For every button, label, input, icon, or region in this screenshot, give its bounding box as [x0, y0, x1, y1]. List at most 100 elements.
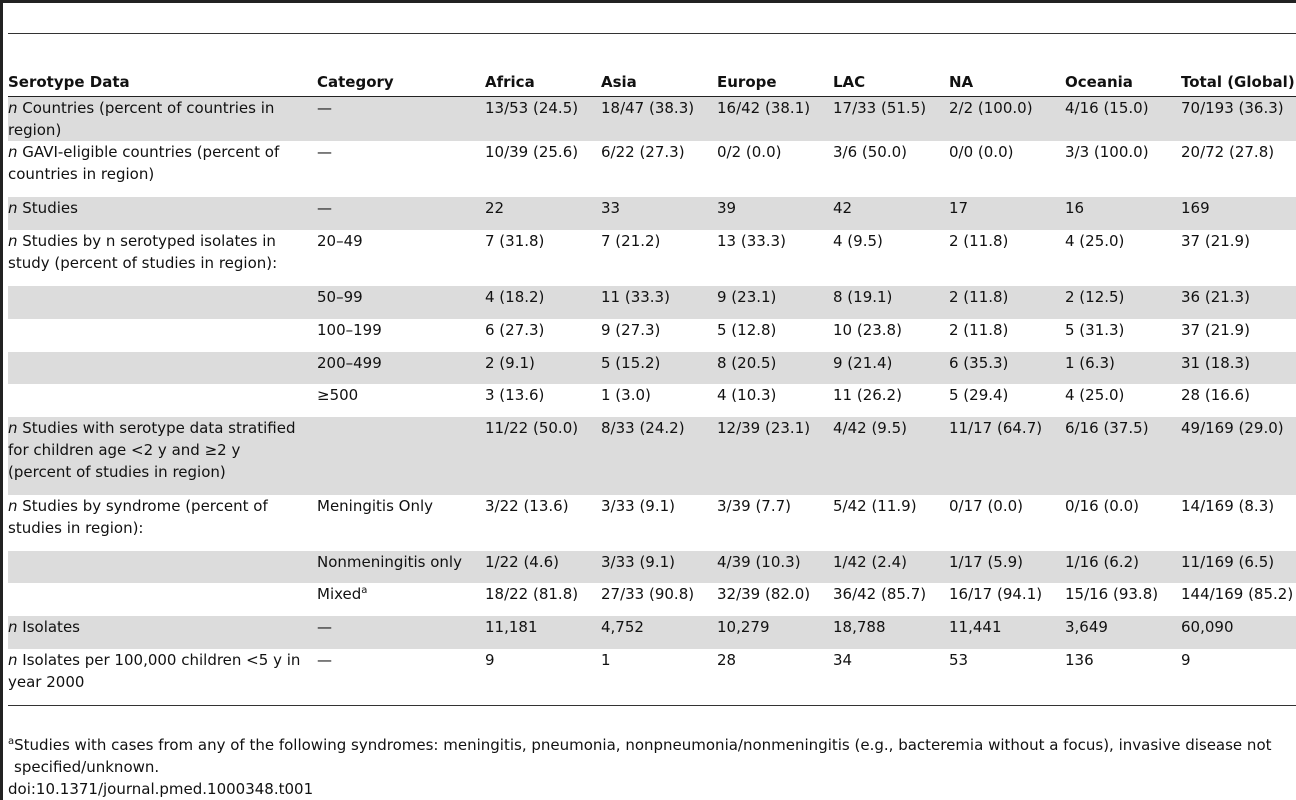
row-label-italic: n: [8, 651, 18, 669]
table-cell: 169: [1181, 197, 1296, 230]
table-row: ≥500 3 (13.6) 1 (3.0) 4 (10.3) 11 (26.2) 5 (2…: [8, 384, 1296, 417]
row-label-text: Studies: [17, 199, 78, 217]
row-label-text: Isolates per 100,000 children <5 y in ye…: [8, 651, 301, 691]
table-cell: 3/33 (9.1): [601, 551, 717, 583]
table-cell: 28 (16.6): [1181, 386, 1250, 404]
table-cell: 5 (31.3): [1065, 321, 1125, 339]
table-cell: 12/39 (23.1): [717, 417, 833, 495]
table-bottom-rule: [8, 705, 1296, 706]
table-cell: 18/22 (81.8): [485, 585, 579, 603]
table-cell: 0/0 (0.0): [949, 143, 1014, 161]
table-cell: 1 (6.3): [1065, 352, 1181, 384]
table-cell: 11 (26.2): [833, 386, 902, 404]
table-top-rule: [8, 33, 1296, 34]
table-cell: 18,788: [833, 616, 949, 649]
table-cell: 4 (10.3): [717, 386, 777, 404]
table-cell: 2 (12.5): [1065, 286, 1181, 319]
table-cell: 6/16 (37.5): [1065, 417, 1181, 495]
row-label: [8, 352, 317, 384]
top-border-rule: [0, 0, 1296, 3]
table-cell: 11,441: [949, 616, 1065, 649]
row-category-text: —: [317, 199, 332, 217]
table-cell: 11,181: [485, 616, 601, 649]
column-header: Serotype Data: [8, 72, 130, 91]
row-label: [8, 286, 317, 319]
table-cell: 2 (9.1): [485, 352, 601, 384]
table-cell: 49/169 (29.0): [1181, 417, 1296, 495]
table-cell: 14/169 (8.3): [1181, 497, 1275, 515]
column-header: LAC: [833, 72, 866, 91]
category-footnote-marker: a: [361, 585, 368, 596]
column-header: Asia: [601, 72, 637, 91]
table-row: n Studies by n serotyped isolates in stu…: [8, 230, 1296, 286]
row-label-italic: n: [8, 199, 18, 217]
table-row: Nonmeningitis only 1/22 (4.6) 3/33 (9.1) 4/…: [8, 551, 1296, 583]
table-cell: 136: [1065, 651, 1094, 669]
column-header: Europe: [717, 72, 777, 91]
table-cell: 7 (21.2): [601, 232, 661, 250]
column-header: NA: [949, 72, 974, 91]
table-cell: 5 (12.8): [717, 321, 777, 339]
row-label-italic: n: [8, 618, 18, 636]
row-category-text: —: [317, 98, 332, 117]
table-cell: 1/17 (5.9): [949, 551, 1065, 583]
table-cell: 8 (20.5): [717, 352, 833, 384]
row-label: n Studies by n serotyped isolates in stu…: [8, 230, 317, 286]
table-cell: 3/6 (50.0): [833, 143, 908, 161]
table-cell: 22: [485, 197, 601, 230]
table-cell: 8 (19.1): [833, 286, 949, 319]
row-label-italic: n: [8, 497, 18, 515]
table-row: n Countries (percent of countries in reg…: [8, 96, 1296, 141]
table-row: 50–99 4 (18.2) 11 (33.3) 9 (23.1) 8 (19.1) 2 …: [8, 286, 1296, 319]
row-label-text: Isolates: [17, 618, 80, 636]
table-cell: 15/16 (93.8): [1065, 585, 1159, 603]
table-cell: 33: [601, 197, 717, 230]
table-cell: 3/33 (9.1): [601, 497, 676, 515]
footnote-line-1: Studies with cases from any of the follo…: [14, 736, 1272, 754]
table-cell: 11/17 (64.7): [949, 417, 1065, 495]
table-cell: 70/193 (36.3): [1181, 96, 1296, 141]
row-category: [317, 417, 485, 495]
table-row: n Isolates —11,181 4,752 10,279 18,788 11,441…: [8, 616, 1296, 649]
table-bottom-rule-cell: [8, 705, 1296, 706]
table-cell: 3 (13.6): [485, 386, 545, 404]
table-cell: 60,090: [1181, 616, 1296, 649]
row-label-italic: n: [8, 143, 18, 161]
table-cell: 11/22 (50.0): [485, 417, 601, 495]
table-cell: 31 (18.3): [1181, 352, 1296, 384]
table-cell: 17/33 (51.5): [833, 96, 949, 141]
row-label: [8, 583, 317, 616]
table-cell: 18/47 (38.3): [601, 96, 717, 141]
table-cell: 9: [485, 651, 495, 669]
table-cell: 4/42 (9.5): [833, 417, 949, 495]
table-cell: 2/2 (100.0): [949, 96, 1065, 141]
column-header: Category: [317, 72, 394, 91]
row-label: [8, 551, 317, 583]
row-category: —: [317, 616, 485, 649]
table-cell: 16: [1065, 197, 1181, 230]
table-row: n Studies —22 33 39 42 17 16 169: [8, 197, 1296, 230]
row-label-italic: n: [8, 98, 18, 117]
table-cell: 4 (9.5): [833, 232, 883, 250]
row-category: —: [317, 96, 485, 141]
row-category: Nonmeningitis only: [317, 551, 485, 583]
table-cell: 9: [1181, 651, 1191, 669]
table-cell: 5 (15.2): [601, 352, 717, 384]
table-row: n Isolates per 100,000 children <5 y in …: [8, 649, 1296, 705]
table-cell: 37 (21.9): [1181, 232, 1250, 250]
row-category: Mixeda: [317, 583, 485, 616]
table-cell: 4,752: [601, 616, 717, 649]
table-row: Mixeda 18/22 (81.8) 27/33 (90.8) 32/39 (82.…: [8, 583, 1296, 616]
table-cell: 42: [833, 197, 949, 230]
row-category: Meningitis Only: [317, 495, 485, 551]
table-cell: 27/33 (90.8): [601, 585, 695, 603]
table-cell: 0/17 (0.0): [949, 497, 1024, 515]
table-cell: 10 (23.8): [833, 321, 902, 339]
table-cell: 3/3 (100.0): [1065, 143, 1149, 161]
table-cell: 10/39 (25.6): [485, 143, 579, 161]
table-cell: 53: [949, 651, 969, 669]
row-category-text: Meningitis Only: [317, 497, 434, 515]
row-label-italic: n: [8, 232, 18, 250]
table-cell: 3/22 (13.6): [485, 497, 569, 515]
